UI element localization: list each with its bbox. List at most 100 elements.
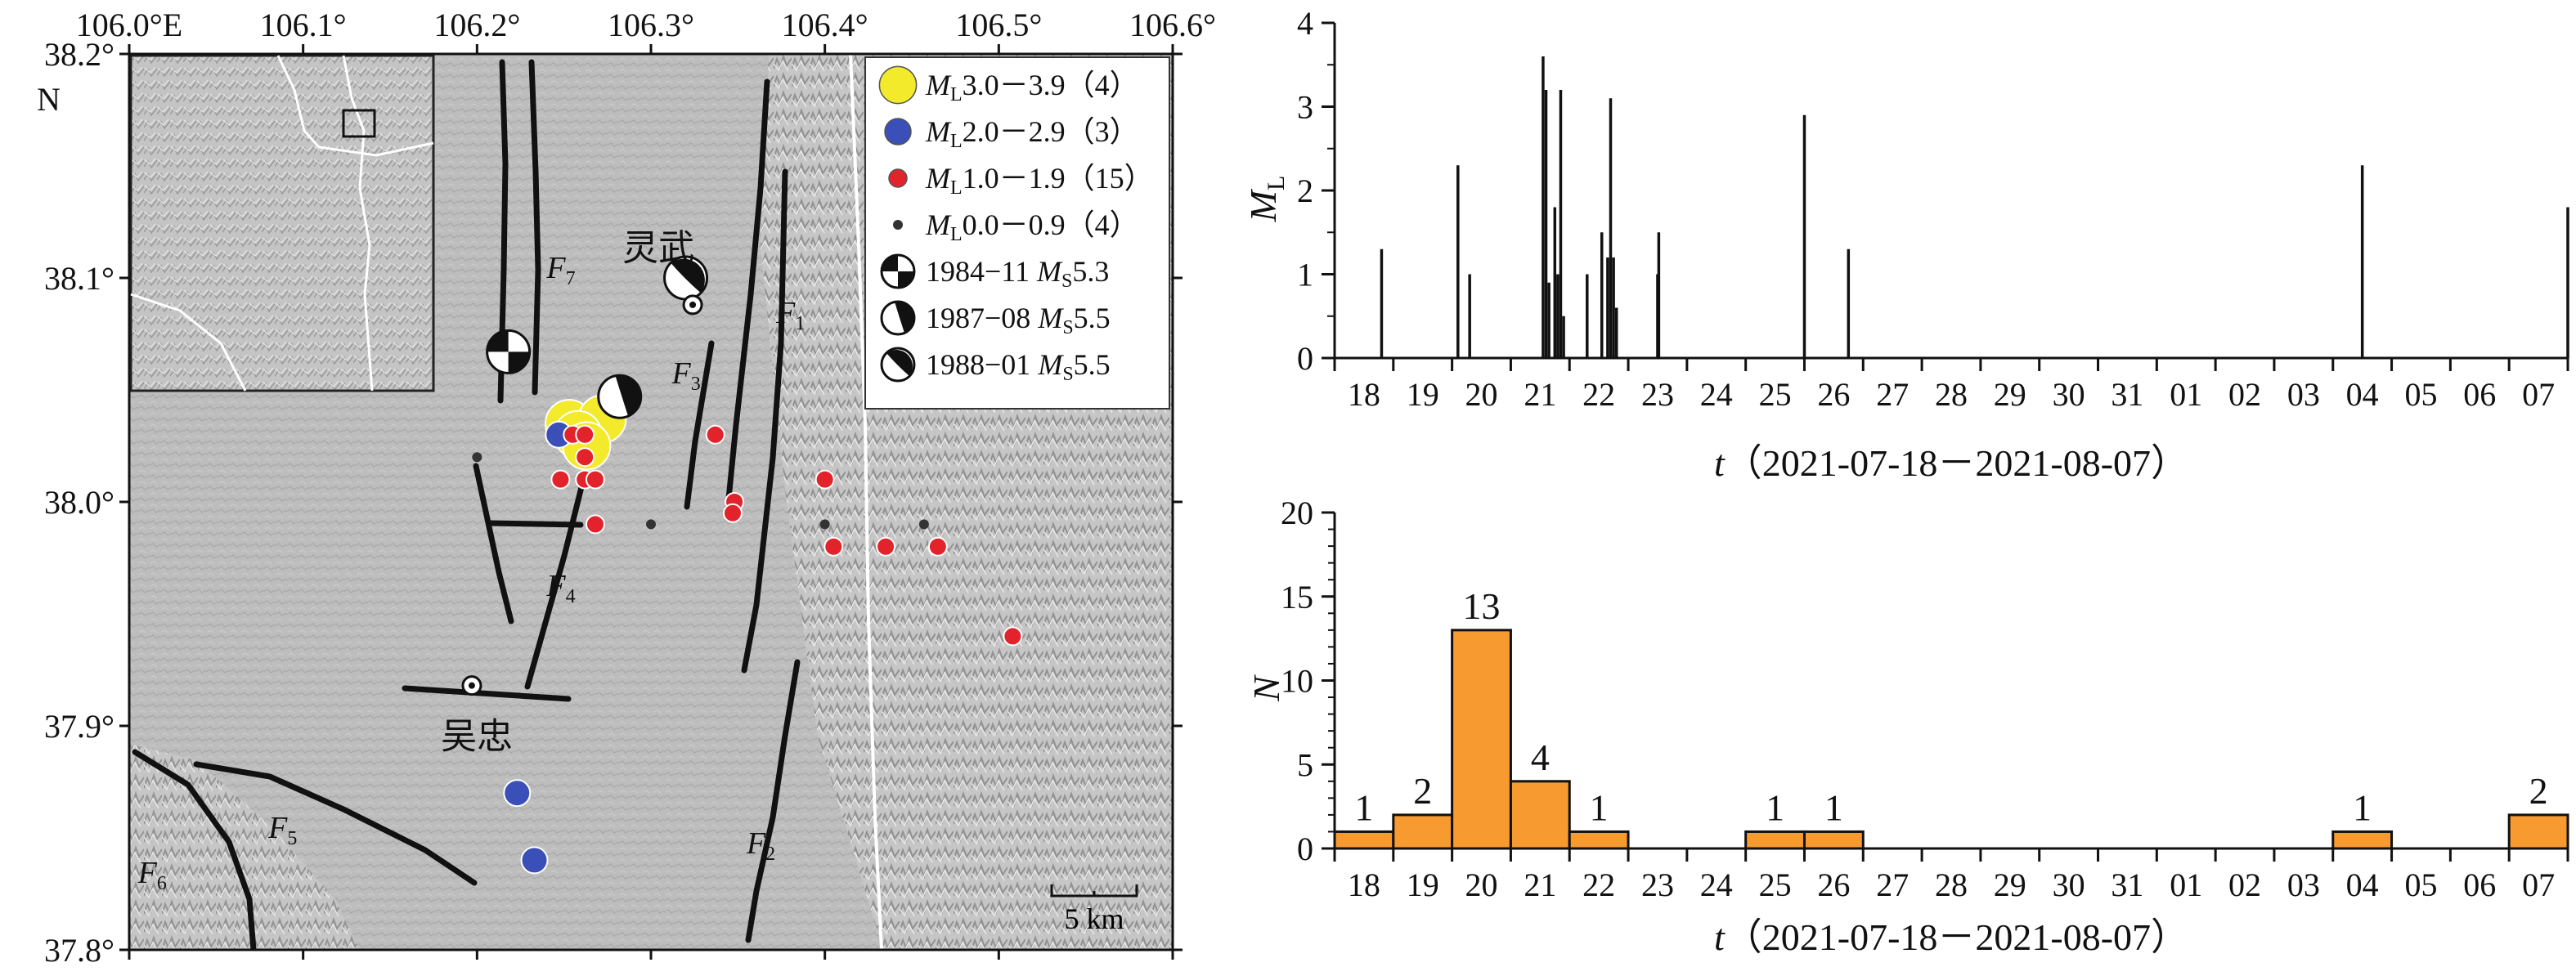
fault-cross-1 <box>487 520 584 528</box>
inset-boundary <box>276 55 434 157</box>
x-tick-label: 01 <box>2170 866 2202 903</box>
ts-x-axis-label: t（2021-07-18－2021-08-07） <box>1714 442 2188 484</box>
inset-river <box>342 55 374 392</box>
river <box>849 54 883 950</box>
legend-symbol-red <box>888 168 908 188</box>
hist-bar-value-label: 1 <box>2353 786 2372 828</box>
fault-label-f4: F4 <box>545 569 575 607</box>
legend-symbol-fm1 <box>880 253 916 289</box>
ts-y-axis-label: ML <box>1242 176 1290 223</box>
lat-tick-label: 38.1° <box>44 260 114 297</box>
x-tick-label: 22 <box>1582 376 1615 413</box>
x-tick-label: 28 <box>1935 866 1968 903</box>
fault-label-f5: F5 <box>267 811 297 849</box>
hist-y-axis-label: N <box>1245 674 1287 702</box>
event-red <box>722 503 743 523</box>
event-red <box>705 424 725 445</box>
x-tick-label: 23 <box>1641 376 1674 413</box>
hist-bar-value-label: 1 <box>1590 786 1609 828</box>
x-tick-label: 02 <box>2228 866 2261 903</box>
x-tick-label: 30 <box>2053 866 2085 903</box>
x-tick-label: 24 <box>1700 376 1733 413</box>
lat-tick-label: 37.8° <box>44 932 114 969</box>
fault-f5 <box>193 761 478 886</box>
x-tick-label: 25 <box>1759 376 1792 413</box>
legend-label: ML1.0－1.9（15） <box>925 162 1154 199</box>
lon-tick-label: 106.1° <box>260 7 347 43</box>
inset-study-area-box <box>342 109 376 138</box>
hist-bar <box>1509 780 1571 850</box>
x-tick-label: 29 <box>1994 376 2026 413</box>
event-red <box>1003 626 1023 647</box>
hist-y-tick-label: 5 <box>1297 746 1313 783</box>
event-red <box>824 536 844 557</box>
x-tick-label: 05 <box>2404 376 2437 413</box>
ts-y-tick-label: 2 <box>1297 172 1313 209</box>
x-tick-label: 20 <box>1465 376 1498 413</box>
southwest-mountains <box>129 744 360 950</box>
fault-f3-north <box>725 78 770 510</box>
event-black <box>819 519 830 530</box>
x-tick-label: 31 <box>2111 376 2143 413</box>
legend-symbol-black <box>893 220 903 230</box>
inset-map <box>129 54 435 392</box>
hist-bar <box>1568 830 1630 850</box>
hist-x-axis-label: t（2021-07-18－2021-08-07） <box>1714 916 2188 958</box>
x-tick-label: 01 <box>2170 376 2202 413</box>
hist-bar <box>2331 830 2394 850</box>
x-tick-label: 18 <box>1348 376 1380 413</box>
x-tick-label: 02 <box>2228 376 2261 413</box>
city-label: 灵武 <box>622 228 694 268</box>
lon-tick-label: 106.0°E <box>76 7 182 43</box>
event-blue <box>520 846 549 875</box>
legend-label: ML2.0－2.9（3） <box>925 115 1139 152</box>
x-tick-label: 23 <box>1641 866 1674 903</box>
city-marker-dot <box>689 301 697 308</box>
x-tick-label: 19 <box>1407 376 1439 413</box>
focal-mechanisms <box>486 255 709 419</box>
x-tick-label: 25 <box>1759 866 1792 903</box>
hist-bar-value-label: 1 <box>1824 786 1843 828</box>
hist-bar <box>1451 629 1512 850</box>
scale-bar-label: 5 km <box>1064 902 1124 935</box>
fault-label-f2: F2 <box>746 826 775 865</box>
legend: ML3.0－3.9（4） ML2.0－2.9（3） ML1.0－1.9（15） ML0… <box>864 56 1170 410</box>
lon-tick-label: 106.6° <box>1129 7 1216 43</box>
fault-label-f3: F3 <box>671 356 701 395</box>
fault-f7 <box>528 59 541 396</box>
ts-y-tick-label: 0 <box>1297 340 1313 377</box>
x-tick-label: 27 <box>1876 866 1909 903</box>
event-red <box>927 536 948 557</box>
lat-tick-label: 37.9° <box>44 708 114 745</box>
hist-bar <box>1744 830 1806 850</box>
x-tick-label: 26 <box>1817 376 1850 413</box>
inset-road <box>130 293 247 392</box>
x-tick-label: 20 <box>1465 866 1498 903</box>
fault-label-f6: F6 <box>137 856 167 894</box>
hist-bar-value-label: 1 <box>1354 786 1373 828</box>
x-tick-label: 03 <box>2287 376 2320 413</box>
legend-box <box>864 56 1170 410</box>
ts-y-tick-label: 4 <box>1297 5 1313 42</box>
hist-y-tick-label: 20 <box>1281 495 1313 531</box>
legend-symbol-fm2 <box>880 300 916 336</box>
legend-label: 1988−01 MS5.5 <box>926 348 1111 385</box>
city-marker-dot <box>468 682 475 689</box>
event-red <box>550 469 571 490</box>
legend-label: ML3.0－3.9（4） <box>925 69 1139 105</box>
x-tick-label: 31 <box>2111 866 2143 903</box>
x-tick-label: 05 <box>2404 866 2437 903</box>
x-tick-label: 19 <box>1407 866 1439 903</box>
lon-tick-label: 106.2° <box>433 7 520 43</box>
lon-tick-label: 106.5° <box>955 7 1042 43</box>
x-tick-label: 18 <box>1348 866 1380 903</box>
map-axis-ticks: 106.0°E 106.1° 106.2° 106.3° 106.4° 106.5° 106… <box>44 7 1216 969</box>
legend-symbol-blue <box>884 118 912 146</box>
hist-bar <box>1392 813 1454 850</box>
x-tick-label: 29 <box>1994 866 2026 903</box>
hist-y-tick-label: 0 <box>1297 830 1313 867</box>
